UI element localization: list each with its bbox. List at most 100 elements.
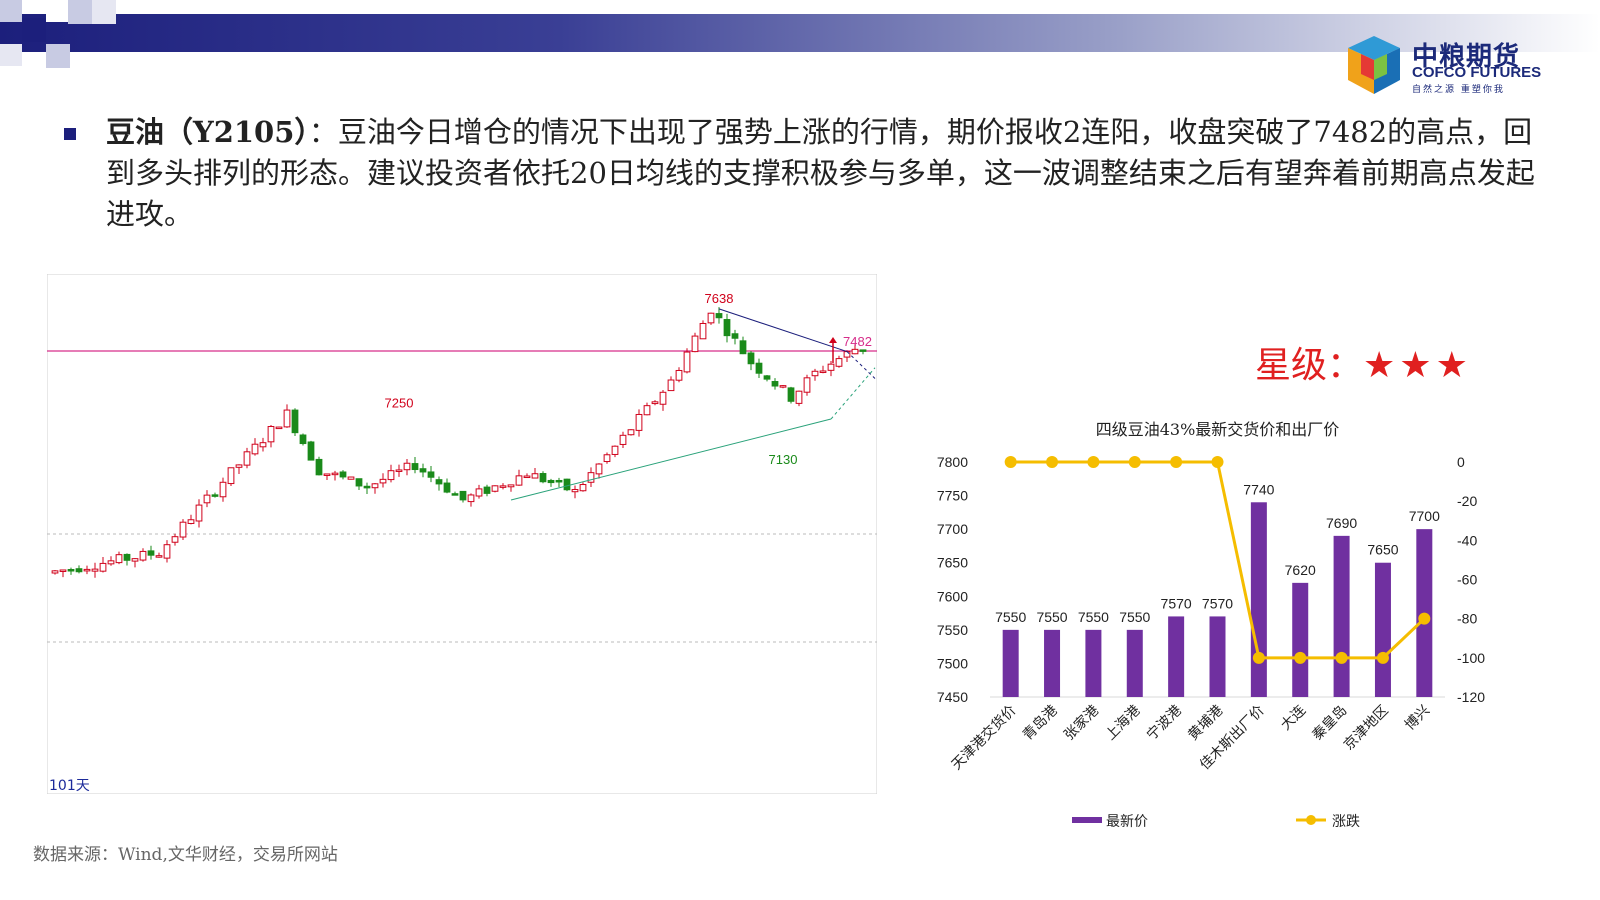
change-point-京津地区 xyxy=(1376,651,1389,664)
y-left-tick-label: 7600 xyxy=(937,588,968,604)
candle-body xyxy=(163,544,171,559)
y-right-tick-label: -100 xyxy=(1457,650,1485,666)
candle-body xyxy=(427,471,435,478)
candle-body xyxy=(179,521,187,538)
change-point-佳木斯出厂价 xyxy=(1252,651,1265,664)
candle-body xyxy=(267,426,275,443)
candle-body xyxy=(651,401,659,405)
brand-name-cn: 中粮期货 xyxy=(1412,42,1521,72)
category-label: 黄埔港 xyxy=(1185,702,1227,744)
candle-body xyxy=(251,443,259,455)
y-left-tick-label: 7700 xyxy=(937,521,968,537)
bar-黄埔港 xyxy=(1209,616,1226,697)
candlestick-chart: 7638 7250 7130 7482 101天 xyxy=(47,274,877,794)
candle-body xyxy=(723,319,731,337)
brand-tagline: 自然之源 重塑你我 xyxy=(1412,85,1505,95)
candle-body xyxy=(523,475,531,479)
candle-body xyxy=(131,558,139,562)
candle-body xyxy=(99,562,107,572)
descending-trendline-extension xyxy=(846,351,876,379)
candle-body xyxy=(763,375,771,380)
candle-body xyxy=(499,485,507,488)
candle-body xyxy=(275,426,283,430)
change-point-大连 xyxy=(1294,651,1307,664)
candle-body xyxy=(363,485,371,489)
candle-body xyxy=(379,478,387,484)
legend-bar-label: 最新价 xyxy=(1106,814,1148,830)
candle-body xyxy=(331,472,339,476)
y-right-tick-label: -80 xyxy=(1457,611,1477,627)
category-label: 宁波港 xyxy=(1143,702,1185,744)
bar-青岛港 xyxy=(1044,629,1061,697)
candle-body xyxy=(75,568,83,573)
candle-body xyxy=(827,363,835,371)
y-right-tick-label: 0 xyxy=(1457,454,1465,470)
candle-body xyxy=(219,481,227,498)
star-rating: 星级：★★★ xyxy=(1255,336,1472,388)
candle-body xyxy=(355,478,363,487)
candle-body xyxy=(515,475,523,486)
annotation-label-7250: 7250 xyxy=(385,396,414,411)
candle-body xyxy=(419,468,427,473)
y-right-tick-label: -60 xyxy=(1457,572,1477,588)
candle-body xyxy=(107,560,115,565)
commentary-title: 豆油（Y2105） xyxy=(106,115,309,149)
change-point-博兴 xyxy=(1418,612,1431,625)
change-point-天津港交货价 xyxy=(1004,456,1017,468)
candle-body xyxy=(387,470,395,481)
candle-body xyxy=(299,434,307,445)
legend-bar-swatch xyxy=(1072,817,1102,823)
candle-body xyxy=(843,351,851,358)
bar-大连 xyxy=(1292,582,1309,697)
candle-body xyxy=(683,351,691,373)
candle-body xyxy=(715,313,723,319)
header-square xyxy=(68,0,92,24)
candle-body xyxy=(227,467,235,485)
candle-body xyxy=(203,494,211,504)
candle-body xyxy=(83,568,91,572)
candle-body xyxy=(747,352,755,365)
candle-body xyxy=(643,405,651,416)
price-combo-chart: 四级豆油43%最新交货价和出厂价 7450 7500 7550 7600 7650 7700… xyxy=(937,420,1485,830)
change-point-张家港 xyxy=(1087,456,1100,468)
candle-body xyxy=(531,473,539,479)
candle-body xyxy=(371,483,379,489)
bar-张家港 xyxy=(1085,629,1102,697)
candle-body xyxy=(595,463,603,475)
header-square xyxy=(46,44,70,68)
candle-body xyxy=(539,473,547,483)
bar-上海港 xyxy=(1126,629,1143,697)
candle-body xyxy=(123,553,131,561)
bar-京津地区 xyxy=(1374,562,1391,697)
candle-body xyxy=(411,463,419,471)
combo-chart-title: 四级豆油43%最新交货价和出厂价 xyxy=(1096,420,1340,439)
candle-body xyxy=(699,322,707,340)
header-square xyxy=(92,0,116,24)
header-band xyxy=(0,14,1600,52)
candle-body xyxy=(507,484,515,488)
bar-value-label: 7650 xyxy=(1367,542,1398,558)
candle-body xyxy=(67,568,75,572)
candle-body xyxy=(475,488,483,497)
candle-body xyxy=(115,554,123,564)
candle-body xyxy=(779,385,787,388)
candle-body xyxy=(283,409,291,428)
y-left-tick-label: 7750 xyxy=(937,488,968,504)
cube-logo-icon xyxy=(1348,36,1400,94)
category-label: 张家港 xyxy=(1061,702,1103,744)
candle-body xyxy=(707,312,715,324)
candle-body xyxy=(235,464,243,468)
candle-body xyxy=(667,379,675,392)
change-point-青岛港 xyxy=(1046,456,1059,468)
candle-body xyxy=(659,391,667,405)
bar-value-label: 7700 xyxy=(1409,508,1440,524)
period-label: 101天 xyxy=(49,778,90,794)
candle-body xyxy=(587,472,595,483)
candle-body xyxy=(491,485,499,492)
rating-label: 星级： xyxy=(1255,345,1364,386)
change-point-黄埔港 xyxy=(1211,456,1224,468)
header-square xyxy=(22,18,46,42)
candle-body xyxy=(155,555,163,558)
header-square xyxy=(46,0,68,22)
bullet-square-icon xyxy=(64,128,76,140)
